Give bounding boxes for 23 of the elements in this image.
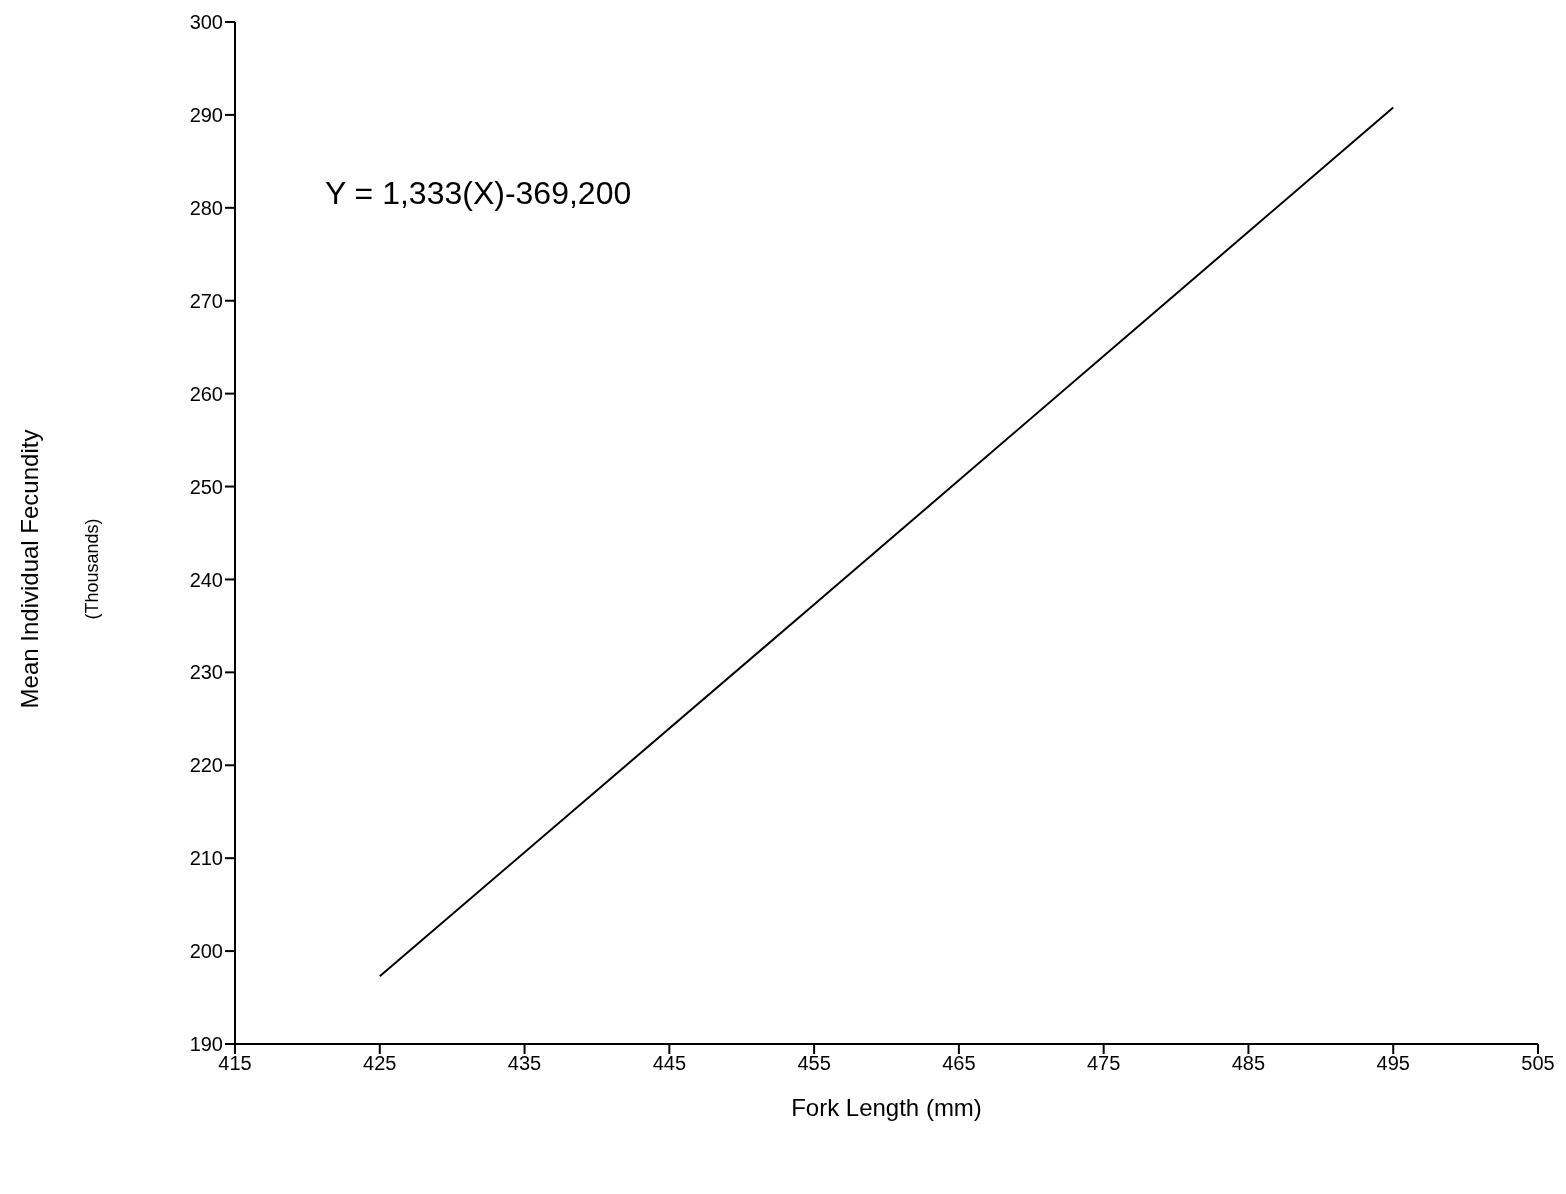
x-tick-label: 435 xyxy=(507,1052,542,1075)
y-tick-label: 280 xyxy=(189,196,223,219)
y-tick-label: 240 xyxy=(189,568,223,591)
y-tick-label: 210 xyxy=(189,847,223,870)
y-tick-label: 200 xyxy=(189,940,223,963)
x-tick-label: 475 xyxy=(1086,1052,1121,1075)
y-tick-label: 300 xyxy=(189,11,223,34)
x-tick-label: 505 xyxy=(1521,1052,1555,1075)
y-tick-label: 250 xyxy=(189,475,223,498)
x-tick-label: 425 xyxy=(363,1052,397,1075)
y-tick-label: 230 xyxy=(189,661,223,684)
x-tick-label: 455 xyxy=(797,1052,831,1075)
y-tick-label: 290 xyxy=(189,104,223,127)
x-tick-label: 485 xyxy=(1231,1052,1266,1075)
x-tick-label: 445 xyxy=(652,1052,687,1075)
y-tick-label: 270 xyxy=(189,289,223,312)
text: Mean Individual Fecundity (Thousands) xyxy=(16,429,102,709)
y-tick-label: 220 xyxy=(189,754,223,777)
x-tick-label: 495 xyxy=(1376,1052,1410,1075)
y-tick-label: 260 xyxy=(189,382,223,405)
annotation: Y = 1,333(X)-369,200 xyxy=(324,175,632,213)
x-tick-label: 465 xyxy=(942,1052,976,1075)
x-axis-title: Fork Length (mm) xyxy=(791,1094,982,1121)
